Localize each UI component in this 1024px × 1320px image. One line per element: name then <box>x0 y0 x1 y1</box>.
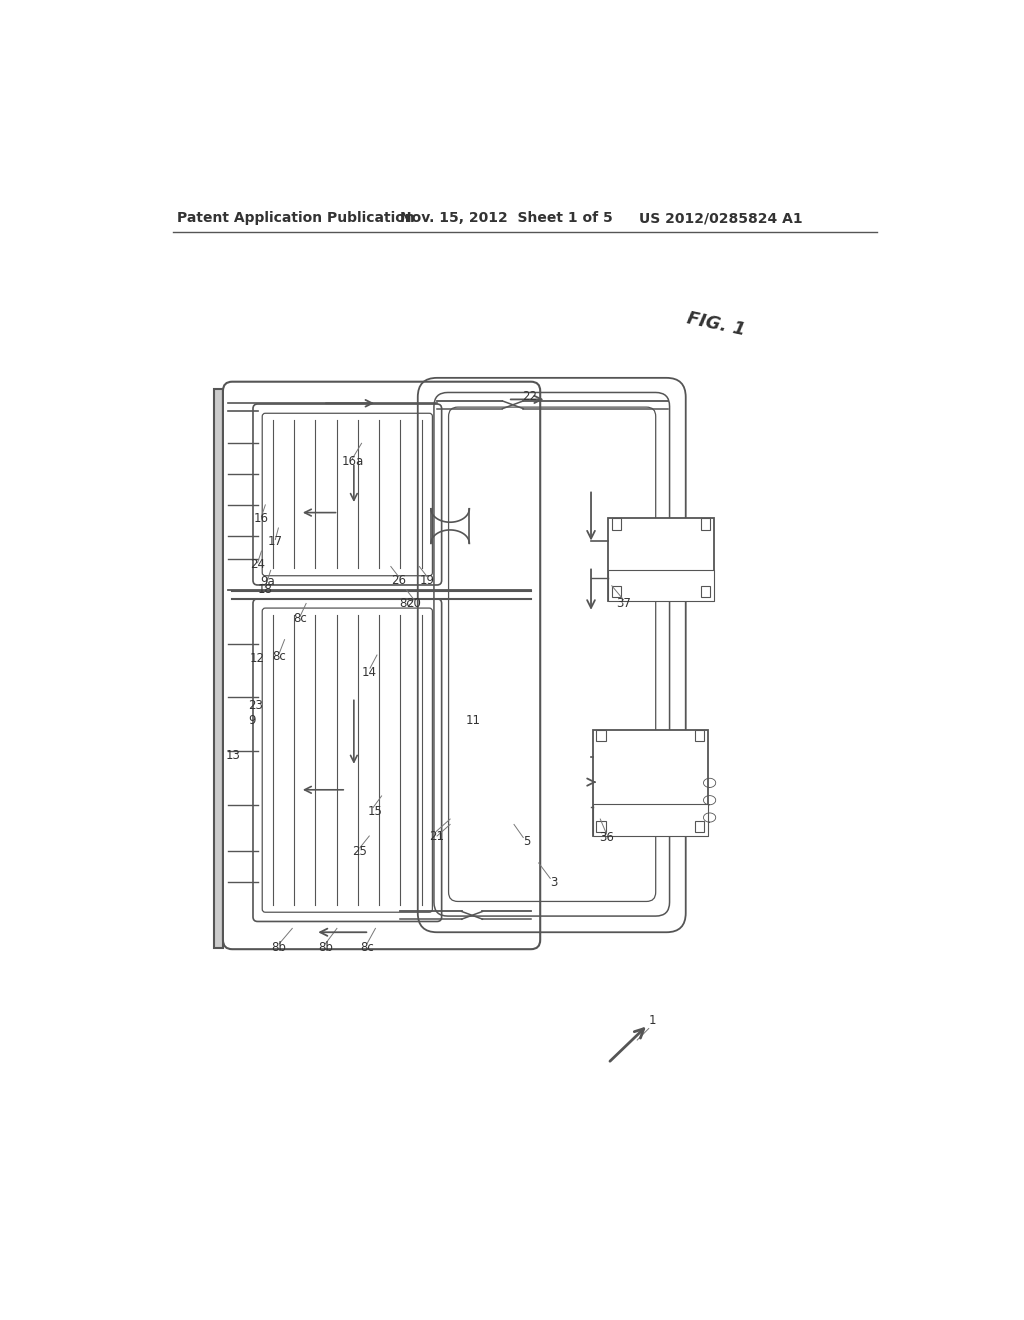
Bar <box>701 586 711 598</box>
Text: 22: 22 <box>521 391 537 404</box>
FancyBboxPatch shape <box>223 381 541 949</box>
Text: Patent Application Publication: Patent Application Publication <box>177 211 415 226</box>
Bar <box>695 730 705 742</box>
Bar <box>608 570 714 601</box>
Text: 12: 12 <box>250 652 265 665</box>
Text: 8c: 8c <box>360 941 374 954</box>
Text: FIG. 1: FIG. 1 <box>685 309 746 339</box>
Text: 25: 25 <box>352 845 368 858</box>
Text: 37: 37 <box>615 597 631 610</box>
FancyBboxPatch shape <box>253 404 441 585</box>
FancyBboxPatch shape <box>262 609 432 912</box>
Text: 20: 20 <box>407 597 421 610</box>
Text: 1: 1 <box>649 1014 656 1027</box>
Text: 13: 13 <box>225 748 241 762</box>
Bar <box>596 730 605 742</box>
Text: 18: 18 <box>258 583 272 597</box>
Text: 8c: 8c <box>399 597 413 610</box>
Bar <box>608 517 714 601</box>
Text: 17: 17 <box>268 536 283 548</box>
Text: 8b: 8b <box>317 941 333 954</box>
Text: 3: 3 <box>550 875 558 888</box>
Text: US 2012/0285824 A1: US 2012/0285824 A1 <box>639 211 803 226</box>
Text: 24: 24 <box>250 558 265 572</box>
Text: 21: 21 <box>429 829 444 842</box>
Bar <box>596 821 605 832</box>
Text: 8c: 8c <box>272 649 286 663</box>
Text: 11: 11 <box>466 714 480 727</box>
Text: 16: 16 <box>254 512 269 525</box>
Bar <box>593 730 708 836</box>
Text: 23: 23 <box>248 698 263 711</box>
Text: 16a: 16a <box>341 454 364 467</box>
Text: 15: 15 <box>368 805 382 818</box>
Bar <box>695 821 705 832</box>
Text: 8c: 8c <box>293 612 307 626</box>
Bar <box>611 586 621 598</box>
Text: 8b: 8b <box>271 941 287 954</box>
Text: 26: 26 <box>391 574 407 587</box>
Bar <box>214 389 223 948</box>
Bar <box>611 517 621 529</box>
Text: 5: 5 <box>523 834 530 847</box>
Text: 9: 9 <box>249 714 256 727</box>
Text: Nov. 15, 2012  Sheet 1 of 5: Nov. 15, 2012 Sheet 1 of 5 <box>400 211 612 226</box>
Text: 36: 36 <box>599 832 613 843</box>
Bar <box>593 804 708 836</box>
Text: 14: 14 <box>361 667 377 680</box>
Bar <box>226 389 232 944</box>
Text: 19: 19 <box>420 574 434 587</box>
FancyBboxPatch shape <box>262 413 432 576</box>
Text: 9a: 9a <box>260 576 275 589</box>
FancyBboxPatch shape <box>253 599 441 921</box>
Bar <box>701 517 711 529</box>
